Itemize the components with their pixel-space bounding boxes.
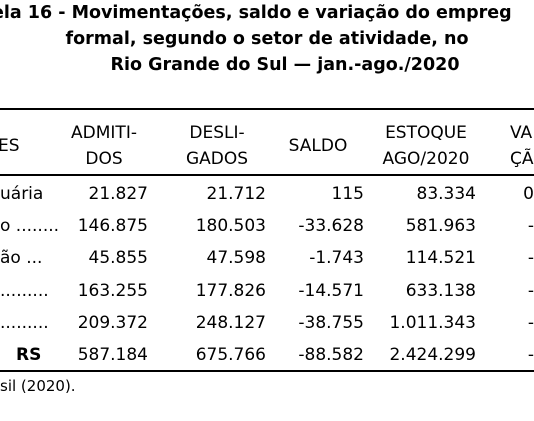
cell-variacao: - <box>527 248 534 268</box>
top-rule <box>0 108 534 110</box>
header-saldo-label: SALDO <box>288 136 348 156</box>
header-desligados: DESLI- GADOS <box>162 120 272 172</box>
bottom-rule <box>0 370 534 372</box>
cell-admitidos: 163.255 <box>77 281 148 301</box>
cell-sector: o ........ <box>0 216 60 236</box>
header-rule <box>0 174 534 176</box>
cell-estoque: 581.963 <box>405 216 476 236</box>
cell-variacao: 0 <box>523 184 534 204</box>
cell-saldo: -1.743 <box>309 248 364 268</box>
cell-admitidos: 587.184 <box>77 345 148 365</box>
header-variacao: VA ÇÃ <box>510 120 534 172</box>
cell-estoque: 1.011.343 <box>389 313 476 333</box>
title-line-2: formal, segundo o setor de atividade, no <box>65 29 469 49</box>
title-line-3: Rio Grande do Sul — jan.-ago./2020 <box>110 55 460 75</box>
header-sector-label: ES <box>0 136 20 156</box>
cell-desligados: 47.598 <box>206 248 266 268</box>
table-row: ......... 209.372 248.127 -38.755 1.011.… <box>0 307 534 339</box>
header-admitidos-line-2: DOS <box>85 149 123 169</box>
cell-saldo: 115 <box>331 184 364 204</box>
cell-admitidos: 146.875 <box>77 216 148 236</box>
cell-admitidos: 45.855 <box>88 248 148 268</box>
header-admitidos: ADMITI- DOS <box>54 120 154 172</box>
header-desligados-line-1: DESLI- <box>189 123 245 143</box>
header-estoque: ESTOQUE AGO/2020 <box>366 120 486 172</box>
cell-variacao: - <box>527 281 534 301</box>
cell-sector-total: RS <box>16 345 42 365</box>
cell-desligados: 675.766 <box>195 345 266 365</box>
header-desligados-line-2: GADOS <box>185 149 249 169</box>
cell-estoque: 2.424.299 <box>389 345 476 365</box>
cell-estoque: 114.521 <box>405 248 476 268</box>
table-row: ......... 163.255 177.826 -14.571 633.13… <box>0 275 534 307</box>
header-admitidos-line-1: ADMITI- <box>71 123 137 143</box>
table-row: uária 21.827 21.712 115 83.334 0 <box>0 178 534 210</box>
title-line-1: ela 16 - Movimentações, saldo e variação… <box>0 3 512 23</box>
cell-estoque: 83.334 <box>416 184 476 204</box>
cell-desligados: 177.826 <box>195 281 266 301</box>
cell-variacao: - <box>527 345 534 365</box>
cell-admitidos: 21.827 <box>88 184 148 204</box>
cell-variacao: - <box>527 313 534 333</box>
cell-sector: ......... <box>0 313 49 333</box>
cell-sector: uária <box>0 184 44 204</box>
header-saldo: SALDO <box>276 120 360 159</box>
table-row: o ........ 146.875 180.503 -33.628 581.9… <box>0 210 534 242</box>
header-variacao-line-1: VA <box>510 123 533 143</box>
cell-saldo: -38.755 <box>298 313 364 333</box>
cell-admitidos: 209.372 <box>77 313 148 333</box>
cell-estoque: 633.138 <box>405 281 476 301</box>
cell-sector: ão ... <box>0 248 43 268</box>
cell-desligados: 248.127 <box>195 313 266 333</box>
header-estoque-line-1: ESTOQUE <box>385 123 467 143</box>
cell-saldo: -88.582 <box>298 345 364 365</box>
table-row-total: RS 587.184 675.766 -88.582 2.424.299 - <box>0 339 534 371</box>
header-sector: ES <box>0 120 22 159</box>
source-note: sil (2020). <box>0 377 76 395</box>
cell-sector: ......... <box>0 281 49 301</box>
cell-variacao: - <box>527 216 534 236</box>
cell-saldo: -33.628 <box>298 216 364 236</box>
cell-saldo: -14.571 <box>298 281 364 301</box>
header-variacao-line-2: ÇÃ <box>510 149 534 169</box>
cell-desligados: 21.712 <box>206 184 266 204</box>
header-estoque-line-2: AGO/2020 <box>382 149 470 169</box>
table-row: ão ... 45.855 47.598 -1.743 114.521 - <box>0 242 534 274</box>
cell-desligados: 180.503 <box>195 216 266 236</box>
